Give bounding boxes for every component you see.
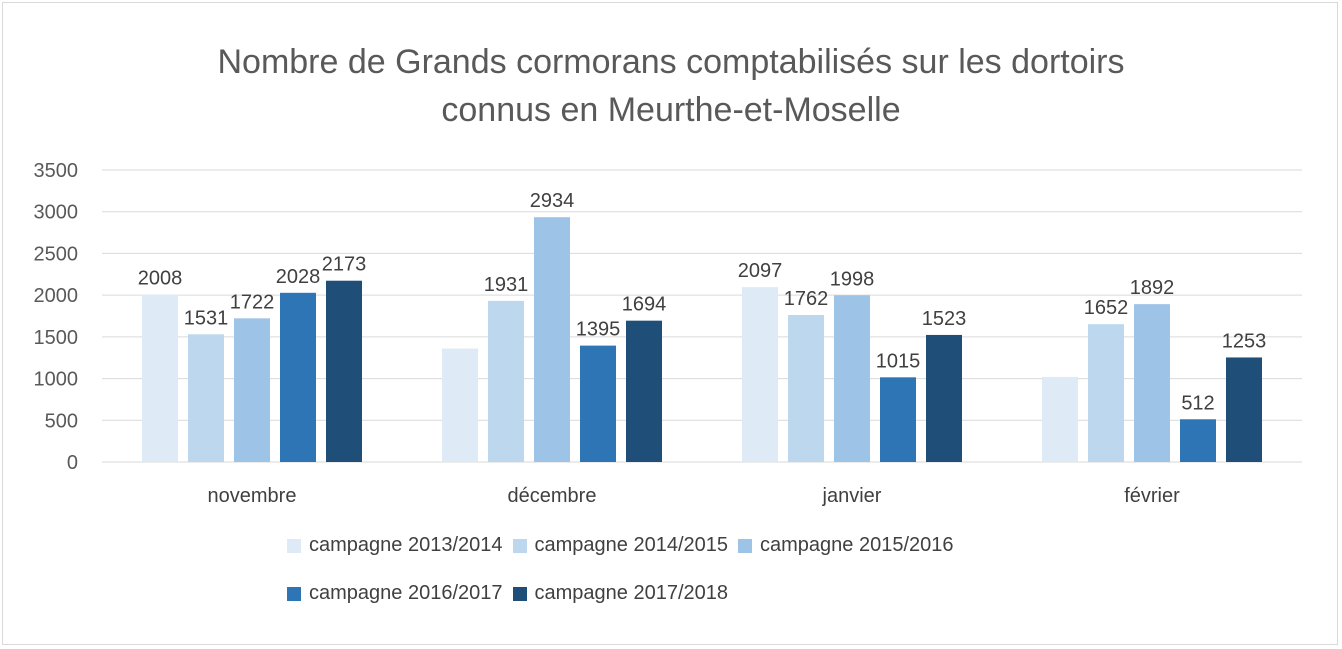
- x-tick-label: décembre: [508, 485, 597, 507]
- y-tick-label: 3500: [34, 160, 79, 182]
- y-tick-label: 2000: [34, 285, 79, 307]
- bar: [1226, 357, 1262, 462]
- data-label: 1015: [876, 350, 921, 372]
- legend-row: campagne 2013/2014 campagne 2014/2015 camp…: [287, 534, 964, 557]
- bar: [880, 377, 916, 462]
- data-label: 1652: [1084, 297, 1129, 319]
- legend-label: campagne 2013/2014: [309, 534, 503, 556]
- legend-swatch: [512, 538, 527, 553]
- bar: [326, 280, 362, 462]
- bar: [234, 318, 270, 462]
- legend-item: campagne 2013/2014: [287, 534, 503, 557]
- legend-item: campagne 2015/2016: [738, 534, 954, 557]
- x-tick-label: février: [1124, 485, 1180, 507]
- legend-label: campagne 2014/2015: [534, 534, 729, 556]
- bar: [534, 217, 570, 462]
- chart-title-line-2: connus en Meurthe-et-Moselle: [441, 91, 901, 129]
- legend-swatch: [287, 538, 301, 553]
- bar: [1042, 376, 1078, 462]
- legend-item: campagne 2014/2015: [512, 534, 729, 557]
- bar: [1180, 419, 1216, 462]
- data-label: 512: [1181, 392, 1214, 414]
- y-tick-label: 2500: [34, 243, 79, 265]
- x-tick-label: janvier: [822, 485, 882, 507]
- y-tick-label: 0: [67, 452, 78, 474]
- data-label: 2097: [738, 260, 783, 282]
- data-label: 1395: [576, 319, 621, 341]
- data-label: 1998: [830, 268, 875, 290]
- data-label: 1531: [184, 307, 229, 329]
- bar: [442, 348, 478, 462]
- legend-swatch: [512, 586, 527, 601]
- legend-swatch: [287, 586, 301, 601]
- chart-title: Nombre de Grands cormorans comptabilisés…: [0, 38, 1342, 134]
- data-label: 2008: [138, 267, 183, 289]
- data-label: 1253: [1222, 330, 1267, 352]
- legend-label: campagne 2016/2017: [309, 582, 503, 604]
- bar: [580, 345, 616, 462]
- bar: [142, 294, 178, 462]
- data-label: 2028: [276, 266, 321, 288]
- legend-item: campagne 2017/2018: [512, 582, 729, 605]
- bar: [1088, 324, 1124, 462]
- chart-title-line-1: Nombre de Grands cormorans comptabilisés…: [217, 43, 1125, 81]
- legend-row: campagne 2016/2017 campagne 2017/2018: [287, 582, 738, 605]
- legend-label: campagne 2015/2016: [760, 534, 954, 556]
- bar: [488, 300, 524, 462]
- bar: [742, 287, 778, 462]
- bar: [834, 295, 870, 462]
- bar: [926, 334, 962, 462]
- bar: [188, 334, 224, 462]
- data-label: 2934: [530, 190, 575, 212]
- data-label: 1694: [622, 294, 667, 316]
- legend-swatch: [738, 538, 752, 553]
- data-label: 1892: [1130, 277, 1175, 299]
- bar: [788, 314, 824, 462]
- data-label: 1762: [784, 288, 829, 310]
- bar: [1134, 304, 1170, 462]
- legend-item: campagne 2016/2017: [287, 582, 503, 605]
- data-label: 1931: [484, 274, 529, 296]
- data-label: 1722: [230, 291, 275, 313]
- bar: [626, 320, 662, 462]
- y-tick-label: 500: [45, 410, 78, 432]
- legend-label: campagne 2017/2018: [534, 582, 729, 604]
- y-tick-label: 1000: [34, 369, 79, 391]
- bar: [280, 292, 316, 462]
- x-tick-label: novembre: [208, 485, 297, 507]
- y-tick-label: 3000: [34, 202, 79, 224]
- data-label: 2173: [322, 254, 367, 276]
- y-tick-label: 1500: [34, 327, 79, 349]
- data-label: 1523: [922, 308, 967, 330]
